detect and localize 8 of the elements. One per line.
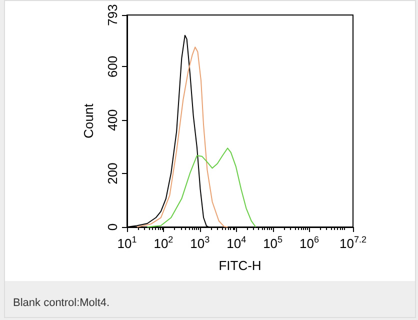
y-tick-label: 400 — [105, 109, 120, 131]
y-tick-label: 793 — [105, 4, 120, 26]
y-tick-label: 200 — [105, 162, 120, 184]
y-axis-title: Count — [81, 103, 96, 138]
y-tick-label: 0 — [105, 223, 120, 231]
x-axis-title: FITC-H — [218, 258, 262, 273]
text: Blank control:Molt4. — [13, 297, 110, 309]
y-tick-label: 600 — [105, 56, 120, 78]
